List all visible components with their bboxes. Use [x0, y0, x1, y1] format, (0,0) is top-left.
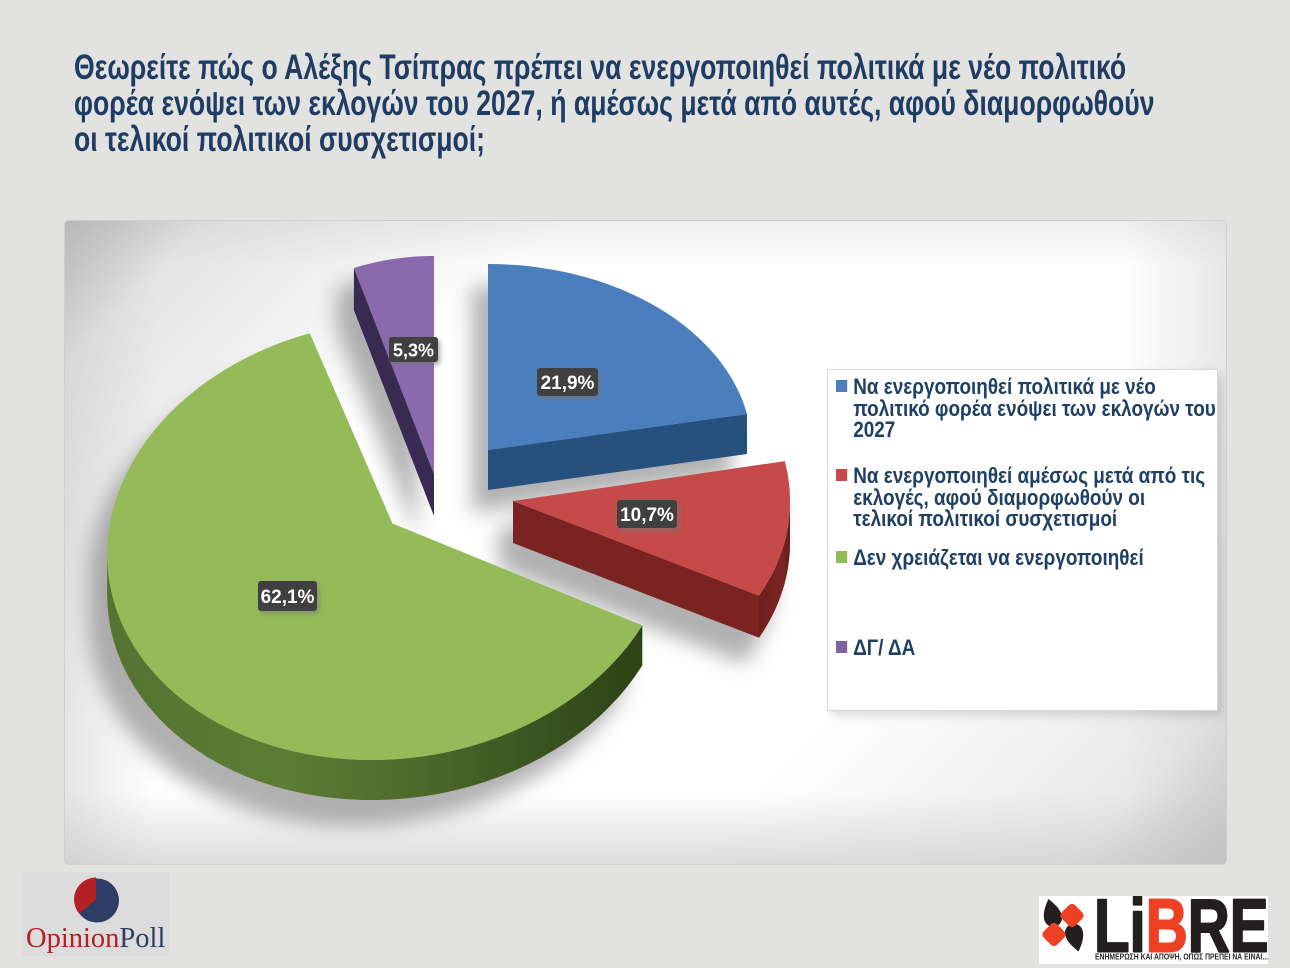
svg-text:21,9%: 21,9% [541, 373, 595, 394]
svg-text:62,1%: 62,1% [261, 587, 315, 608]
svg-text:10,7%: 10,7% [620, 505, 674, 526]
svg-text:5,3%: 5,3% [393, 341, 434, 361]
svg-text:LiBRE: LiBRE [1094, 896, 1268, 964]
svg-text:ΕΝΗΜΕΡΩΣΗ ΚΑΙ ΑΠΟΨΗ, ΟΠΩΣ ΠΡΕΠ: ΕΝΗΜΕΡΩΣΗ ΚΑΙ ΑΠΟΨΗ, ΟΠΩΣ ΠΡΕΠΕΙ ΝΑ ΕΙΝΑ… [1095, 953, 1268, 962]
